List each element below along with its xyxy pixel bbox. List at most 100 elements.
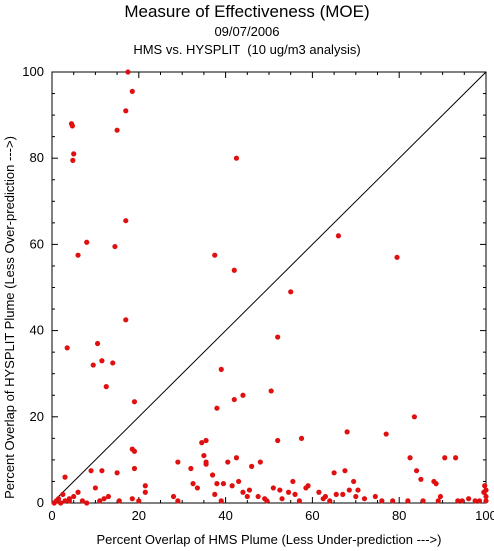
- data-point: [71, 151, 77, 157]
- data-point: [264, 498, 270, 504]
- data-point: [288, 289, 294, 295]
- data-point: [60, 491, 66, 497]
- data-point: [114, 470, 120, 476]
- data-point: [131, 399, 138, 405]
- data-point: [233, 455, 240, 461]
- data-point: [64, 345, 70, 351]
- data-point: [437, 493, 444, 500]
- y-tick-label: 20: [30, 409, 44, 424]
- data-point: [305, 483, 311, 489]
- data-point: [123, 317, 129, 323]
- data-point: [199, 440, 205, 446]
- data-point: [455, 498, 461, 504]
- data-point: [229, 483, 235, 489]
- data-point: [175, 459, 181, 465]
- data-point: [129, 496, 135, 502]
- data-point: [69, 123, 75, 129]
- data-point: [418, 476, 424, 482]
- data-point: [92, 485, 98, 491]
- data-point: [209, 472, 216, 478]
- data-point: [66, 496, 72, 502]
- data-point: [433, 481, 439, 487]
- data-point: [112, 243, 118, 250]
- data-point: [327, 498, 333, 504]
- y-tick-label: 100: [22, 64, 44, 79]
- data-point: [240, 489, 246, 495]
- data-point: [123, 108, 129, 114]
- data-point: [407, 455, 413, 461]
- data-point: [476, 498, 483, 504]
- data-point: [231, 396, 237, 403]
- data-point: [236, 478, 242, 485]
- data-point: [103, 384, 109, 390]
- data-point: [340, 491, 346, 497]
- data-point: [483, 487, 489, 493]
- data-point: [231, 267, 237, 273]
- data-point: [190, 481, 196, 487]
- data-point: [240, 392, 246, 398]
- data-point: [220, 481, 227, 487]
- data-point: [194, 485, 200, 491]
- data-point: [203, 437, 209, 444]
- data-point: [290, 478, 296, 485]
- data-point: [136, 498, 142, 504]
- data-point: [361, 496, 368, 502]
- data-point: [71, 493, 77, 500]
- data-point: [62, 498, 68, 504]
- data-point: [331, 470, 337, 476]
- data-point: [129, 88, 135, 94]
- one-to-one-line: [51, 71, 487, 504]
- data-point: [268, 388, 274, 394]
- y-axis-label: Percent Overlap of HYSPLIT Plume (Less O…: [2, 136, 17, 499]
- data-point: [277, 487, 283, 493]
- data-point: [218, 366, 224, 372]
- data-point: [285, 489, 292, 495]
- chart-subtitle: HMS vs. HYSPLIT (10 ug/m3 analysis): [133, 42, 361, 57]
- data-point: [442, 455, 448, 461]
- data-point: [466, 496, 472, 502]
- x-tick-label: 40: [218, 508, 232, 523]
- data-point: [201, 452, 207, 459]
- data-point: [114, 127, 120, 133]
- data-point: [131, 448, 138, 454]
- x-tick-label: 20: [132, 508, 146, 523]
- x-tick-label: 0: [48, 508, 55, 523]
- data-point: [255, 493, 261, 500]
- data-point: [322, 493, 329, 500]
- data-point: [88, 468, 94, 474]
- data-point: [257, 459, 263, 465]
- data-point: [84, 500, 90, 506]
- data-point: [346, 487, 352, 493]
- data-point: [142, 489, 148, 495]
- data-point: [482, 483, 488, 489]
- data-point: [351, 478, 357, 485]
- data-point: [75, 489, 81, 495]
- data-point: [275, 334, 281, 340]
- data-point: [105, 493, 112, 500]
- data-point: [110, 360, 116, 366]
- data-point: [296, 498, 302, 504]
- x-tick-label: 80: [392, 508, 406, 523]
- data-point: [353, 493, 359, 500]
- data-point: [333, 491, 339, 497]
- data-point: [453, 455, 459, 461]
- data-point: [335, 233, 342, 239]
- data-point: [188, 465, 194, 472]
- data-point: [233, 155, 240, 161]
- data-point: [125, 69, 131, 75]
- x-tick-label: 60: [305, 508, 319, 523]
- data-point: [51, 500, 57, 506]
- data-point: [123, 218, 129, 224]
- data-point: [292, 491, 298, 497]
- data-point: [225, 459, 231, 465]
- data-point: [394, 254, 400, 260]
- data-point: [279, 496, 285, 502]
- y-tick-label: 40: [30, 323, 44, 338]
- data-point: [420, 498, 426, 504]
- data-point: [175, 498, 181, 504]
- x-axis-label: Percent Overlap of HMS Plume (Less Under…: [97, 532, 442, 547]
- data-point: [84, 239, 90, 245]
- data-point: [218, 498, 224, 504]
- chart-date: 09/07/2006: [214, 24, 280, 39]
